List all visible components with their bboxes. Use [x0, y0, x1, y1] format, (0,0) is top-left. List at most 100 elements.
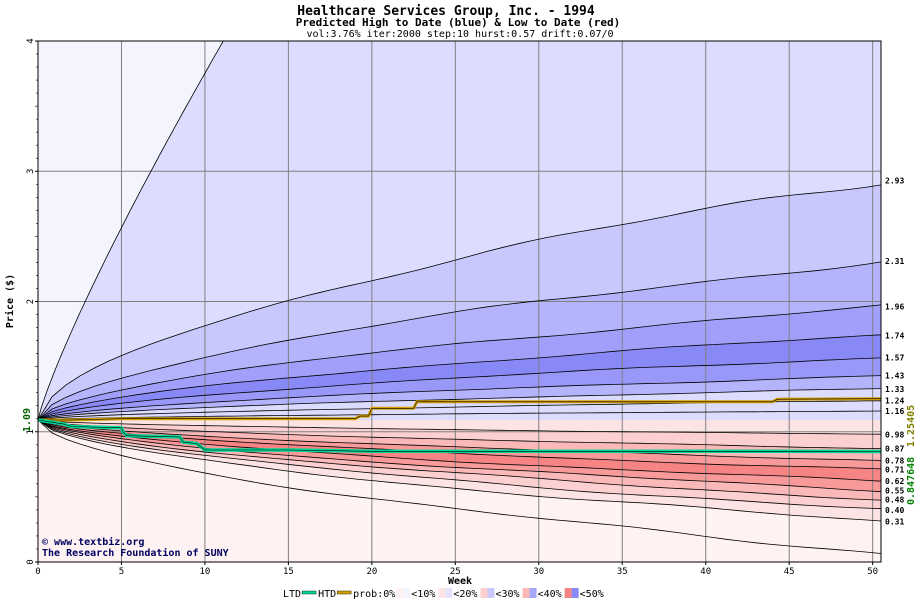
low-band-9	[38, 420, 881, 554]
legend-swatch-high-0	[403, 588, 411, 598]
low-line-1	[37, 419, 882, 435]
high-line-6	[37, 357, 882, 421]
legend-swatch-low-2	[480, 588, 488, 598]
legend-swatch-high-1	[445, 588, 453, 598]
legend: LTD HTD prob:0% <10% <20% <30% <40% <50%	[283, 588, 604, 600]
ltd-series-core	[37, 419, 882, 452]
low-band-1	[38, 420, 881, 449]
high-band-9	[38, 400, 881, 420]
end-value-label: 0.31	[885, 518, 904, 527]
low-band-10	[38, 420, 881, 562]
low-line-10	[37, 419, 882, 554]
htd-series-core	[38, 398, 882, 421]
legend-swatch-high-2	[487, 588, 495, 598]
high-line-3	[37, 261, 882, 421]
legend-item-2: <30%	[495, 589, 519, 600]
low-band-0	[38, 420, 881, 435]
high-band-1	[38, 41, 881, 420]
high-line-8	[37, 388, 882, 421]
legend-swatch-high-4	[571, 588, 579, 598]
end-value-label: 1.96	[885, 303, 904, 312]
legend-prob-label: prob:0%	[353, 589, 395, 600]
low-line-9	[37, 419, 882, 522]
end-value-label: 0.48	[885, 495, 904, 504]
legend-htd-label: HTD	[318, 589, 336, 600]
high-line-5	[37, 334, 882, 421]
x-tick-label: 45	[784, 567, 795, 577]
low-line-8	[37, 419, 882, 510]
chart-params: vol:3.76% iter:2000 step:10 hurst:0.57 d…	[306, 29, 613, 40]
x-tick-label: 0	[35, 567, 40, 577]
high-line-10	[37, 410, 882, 421]
x-tick-label: 15	[283, 567, 294, 577]
legend-item-4: <50%	[580, 589, 604, 600]
low-band-3	[38, 420, 881, 469]
high-band-6	[38, 357, 881, 420]
low-line-5	[37, 419, 882, 482]
x-tick-label: 35	[617, 567, 628, 577]
low-line-2	[37, 419, 882, 450]
end-value-label: 1.16	[885, 407, 904, 416]
x-tick-label: 25	[450, 567, 461, 577]
y-tick-label: 0	[26, 559, 36, 564]
x-tick-label: 10	[200, 567, 211, 577]
end-value-label: 0.71	[885, 466, 904, 475]
low-band-7	[38, 420, 881, 509]
x-tick-label: 40	[700, 567, 711, 577]
end-value-label: 1.43	[885, 372, 904, 381]
x-axis-label: Week	[448, 576, 472, 587]
low-line-3	[37, 419, 882, 461]
copyright-icon: ©	[42, 537, 54, 548]
end-value-label: 2.31	[885, 257, 904, 266]
legend-swatch-low-0	[396, 588, 404, 598]
high-band-8	[38, 388, 881, 420]
axes: 0 5 10 15 20 25 30 35 40 45 50 0 1 2 3 4	[26, 38, 878, 577]
low-line-7	[37, 419, 882, 501]
x-tick-label: 5	[119, 567, 124, 577]
legend-ltd-swatch	[301, 590, 317, 595]
end-value-label: 0.55	[885, 486, 904, 495]
low-band-8	[38, 420, 881, 521]
y-tick-label: 1	[26, 429, 36, 434]
chart-subtitle: Predicted High to Date (blue) & Low to D…	[296, 16, 621, 29]
x-tick-label: 50	[867, 567, 878, 577]
end-value-label: 1.74	[885, 331, 904, 340]
legend-swatch-low-4	[564, 588, 572, 598]
legend-htd-swatch	[336, 590, 352, 595]
high-line-1	[37, 40, 881, 421]
end-value-label: 2.93	[885, 176, 904, 185]
high-line-4	[37, 304, 882, 421]
legend-swatch-low-3	[522, 588, 530, 598]
x-tick-label: 20	[366, 567, 377, 577]
y-tick-label: 2	[26, 299, 36, 304]
high-band-2	[38, 184, 881, 420]
end-value-label: 0.78	[885, 456, 904, 465]
series-lines	[37, 397, 882, 454]
grid	[38, 41, 881, 562]
legend-item-0: <10%	[411, 589, 435, 600]
credit-site-text[interactable]: www.textbiz.org	[54, 536, 144, 548]
low-line-6	[37, 419, 882, 493]
legend-swatch-high-3	[529, 588, 537, 598]
credit: © www.textbiz.org The Research Foundatio…	[42, 536, 229, 559]
credit-org: The Research Foundation of SUNY	[42, 547, 229, 559]
end-value-label: 0.87	[885, 445, 904, 454]
ltd-final-label: 0.847648	[906, 457, 917, 505]
legend-ltd-label: LTD	[283, 589, 301, 600]
low-band-4	[38, 420, 881, 482]
high-band-7	[38, 375, 881, 420]
end-value-label: 0.40	[885, 506, 904, 515]
credit-site[interactable]: © www.textbiz.org	[42, 536, 144, 548]
high-line-7	[37, 375, 882, 421]
low-band-5	[38, 420, 881, 492]
x-tick-label: 30	[533, 567, 544, 577]
start-price-label: 1.09	[22, 408, 33, 432]
y-tick-label: 4	[26, 38, 36, 43]
end-labels: 2.93 2.31 1.96 1.74 1.57 1.43 1.33 1.24 1.16 0.98…	[885, 176, 904, 526]
end-value-label: 0.62	[885, 477, 904, 486]
high-band-0	[38, 41, 881, 420]
htd-final-label: 1.25405	[906, 405, 917, 447]
end-value-label: 1.57	[885, 354, 904, 363]
legend-item-1: <20%	[453, 589, 477, 600]
